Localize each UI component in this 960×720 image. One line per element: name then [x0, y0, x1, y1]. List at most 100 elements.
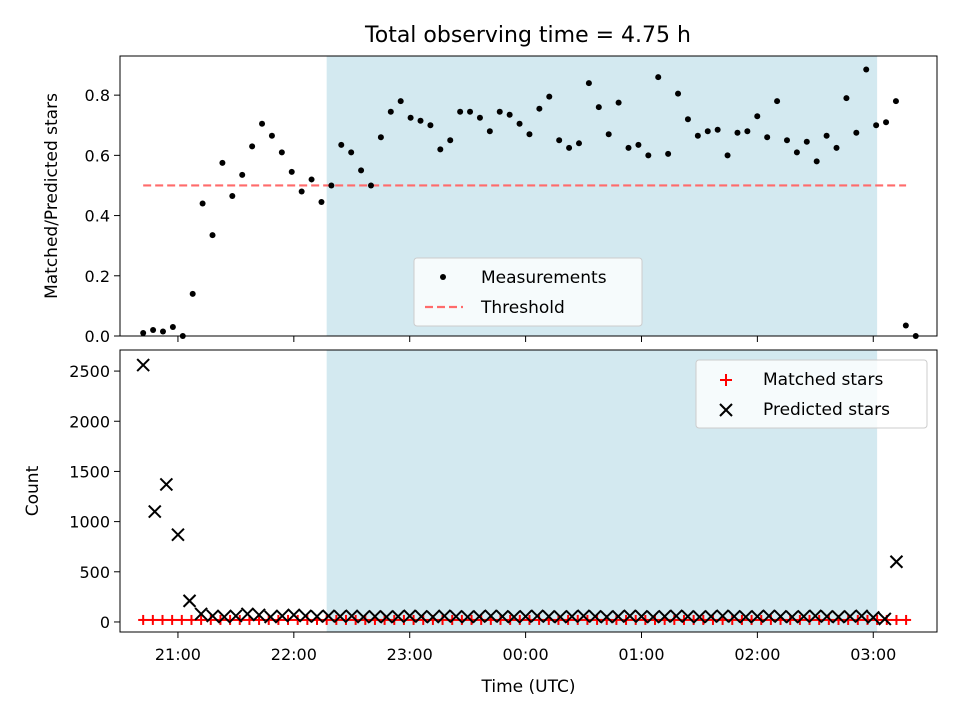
predicted-star-marker	[692, 610, 707, 624]
measurement-point	[328, 182, 335, 189]
predicted-star-marker	[460, 610, 475, 624]
bottom-y-ticks: 0 500 1000 1500 2000 2500	[69, 362, 120, 632]
top-x-ticks	[177, 336, 874, 342]
measurement-point	[150, 326, 157, 333]
x-tick-label: 02:00	[734, 645, 780, 664]
predicted-star-marker	[739, 610, 753, 624]
measurement-point	[734, 129, 741, 136]
measurement-point	[793, 149, 800, 156]
predicted-star-marker	[565, 609, 579, 624]
predicted-star-marker	[588, 609, 602, 624]
measurement-point	[367, 182, 374, 189]
bottom-y-tick-label: 1500	[69, 462, 110, 481]
x-axis-label: Time (UTC)	[481, 677, 576, 697]
legend-marker-measurements	[440, 274, 446, 280]
measurement-point	[566, 144, 573, 151]
measurement-point	[259, 120, 266, 127]
measurement-point	[704, 128, 711, 135]
predicted-star-marker	[808, 609, 823, 623]
measurement-point	[803, 138, 810, 145]
matched-star-marker	[495, 614, 506, 625]
predicted-star-marker	[263, 610, 278, 624]
predicted-star-marker	[820, 609, 834, 624]
measurement-point	[724, 152, 731, 159]
predicted-star-marker	[449, 609, 463, 624]
top-y-tick-label: 0.8	[85, 86, 110, 105]
measurement-point	[159, 328, 166, 335]
predicted-star-marker	[275, 609, 289, 623]
measurement-point	[892, 98, 899, 105]
predicted-star-marker	[553, 610, 568, 624]
measurement-point	[358, 167, 365, 174]
predicted-star-marker	[623, 609, 637, 623]
predicted-star-marker	[368, 609, 382, 624]
matched-star-marker	[592, 614, 603, 625]
predicted-star-marker	[611, 609, 626, 624]
predicted-star-marker	[657, 609, 672, 624]
matched-star-marker	[186, 614, 197, 625]
measurement-point	[437, 146, 444, 153]
predicted-star-marker	[681, 609, 695, 624]
predicted-star-marker	[866, 610, 880, 625]
measurement-point	[318, 199, 325, 206]
predicted-star-marker	[854, 609, 869, 623]
matched-star-marker	[157, 614, 168, 625]
measurement-point	[486, 128, 493, 135]
predicted-star-marker	[507, 610, 521, 624]
predicted-star-marker	[669, 609, 683, 623]
measurement-point	[675, 90, 682, 97]
predicted-star-marker	[217, 610, 232, 624]
predicted-star-marker	[159, 477, 174, 492]
x-tick-label: 03:00	[850, 645, 896, 664]
measurement-point	[833, 144, 840, 151]
predicted-star-marker	[634, 609, 649, 624]
measurement-point	[774, 98, 781, 105]
matched-star-marker	[196, 614, 207, 625]
x-tick-label: 01:00	[618, 645, 664, 664]
measurement-point	[863, 66, 870, 73]
predicted-star-marker	[785, 610, 799, 624]
bottom-marks	[136, 358, 912, 626]
measurement-point	[783, 137, 790, 144]
predicted-star-marker	[576, 609, 591, 623]
measurement-point	[219, 159, 226, 166]
x-tick-label: 22:00	[271, 645, 317, 664]
chart-title: Total observing time = 4.75 h	[364, 23, 691, 48]
predicted-star-marker	[797, 609, 811, 624]
predicted-star-marker	[379, 610, 394, 624]
predicted-star-marker	[727, 609, 741, 624]
predicted-star-marker	[414, 609, 429, 624]
measurement-point	[526, 131, 533, 138]
measurement-point	[754, 113, 761, 120]
predicted-star-marker	[495, 609, 510, 624]
predicted-star-marker	[345, 609, 359, 623]
bottom-y-tick-label: 1000	[69, 513, 110, 532]
measurement-point	[298, 188, 305, 195]
matched-star-marker	[147, 614, 158, 625]
measurement-point	[813, 158, 820, 165]
top-y-tick-label: 0.2	[85, 267, 110, 286]
measurement-point	[338, 141, 345, 148]
predicted-star-marker	[484, 609, 498, 623]
measurement-point	[417, 117, 424, 124]
measurement-point	[823, 132, 830, 139]
bottom-legend-box	[695, 359, 928, 429]
matched-star-marker	[891, 614, 902, 625]
measurement-point	[249, 143, 256, 150]
matched-star-marker	[254, 614, 265, 625]
predicted-star-marker	[831, 610, 846, 624]
predicted-star-marker	[206, 609, 220, 623]
matched-star-marker	[727, 614, 738, 625]
measurement-point	[377, 134, 384, 141]
top-y-ticks: 0.0 0.2 0.4 0.6 0.8	[85, 86, 120, 346]
matched-star-marker	[823, 614, 834, 625]
predicted-star-marker	[229, 609, 243, 623]
predicted-star-marker	[391, 609, 405, 624]
measurement-point	[467, 108, 474, 115]
measurement-point	[902, 322, 909, 329]
measurement-point	[140, 329, 147, 336]
measurement-point	[625, 144, 632, 151]
measurement-point	[387, 108, 394, 115]
measurement-point	[843, 95, 850, 102]
matched-star-marker	[167, 614, 178, 625]
